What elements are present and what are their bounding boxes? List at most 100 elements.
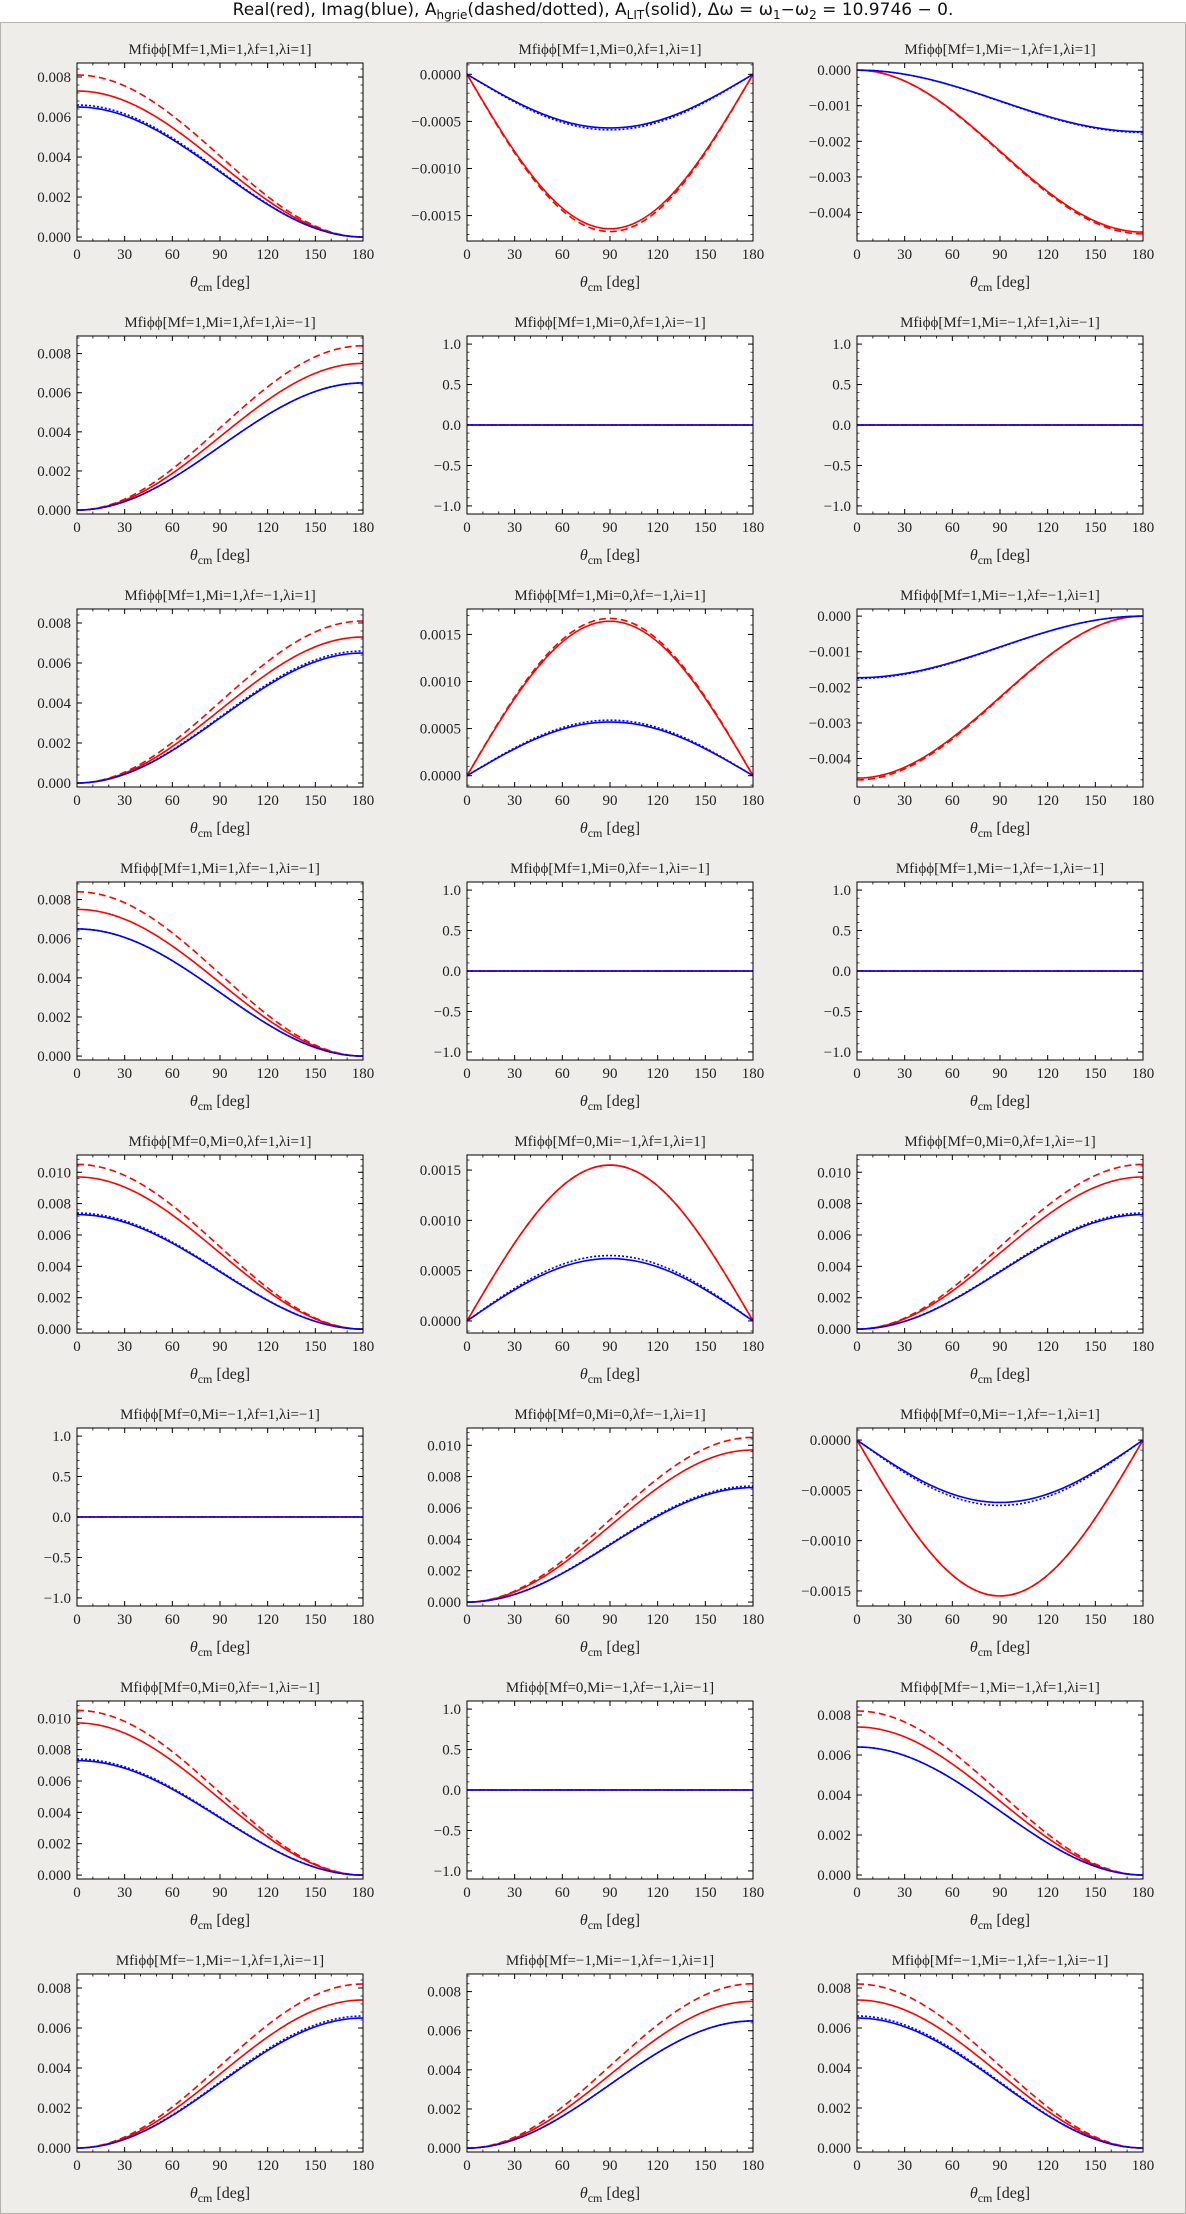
plot-area: [857, 1428, 1143, 1606]
panel-title: Mfiϕϕ[Mf=1,Mi=−1,λf=−1,λi=−1]: [896, 861, 1104, 877]
x-tick-label: 0: [463, 247, 471, 263]
chart-panel: Mfiϕϕ[Mf=−1,Mi=−1,λf=−1,λi=−1] 0 30 60 90 120…: [817, 1953, 1154, 2205]
x-axis-label-symbol: θ: [190, 2185, 198, 2202]
plot-frame: [466, 1427, 754, 1607]
panel-title: Mfiϕϕ[Mf=1,Mi=0,λf=1,λi=−1]: [514, 315, 705, 331]
panel-title: Mfiϕϕ[Mf=1,Mi=0,λf=−1,λi=−1]: [510, 861, 710, 877]
x-axis-label: θcm [deg]: [580, 1093, 640, 1113]
x-axis-label-unit: [deg]: [992, 1639, 1030, 1656]
y-tick-label: −0.0015: [411, 209, 461, 225]
y-tick-label: 0.006: [817, 1748, 851, 1764]
x-tick-label: 30: [507, 1612, 522, 1628]
x-tick-label: 0: [463, 793, 471, 809]
x-tick-label: 30: [117, 793, 132, 809]
y-tick-label: 1.0: [442, 1702, 461, 1718]
x-tick-label: 120: [256, 793, 279, 809]
x-tick-label: 90: [993, 2158, 1008, 2174]
x-axis-label: θcm [deg]: [970, 2185, 1030, 2205]
x-tick-label: 30: [117, 1339, 132, 1355]
x-tick-label: 60: [555, 520, 570, 536]
chart-panel: Mfiϕϕ[Mf=1,Mi=1,λf=1,λi=−1] 0 30 60 90 120 150…: [37, 315, 374, 567]
x-axis-label-subscript: cm: [588, 826, 603, 840]
x-tick-label: 30: [507, 1885, 522, 1901]
y-tick-label: 0.000: [37, 1322, 71, 1338]
x-axis-label-subscript: cm: [588, 2191, 603, 2205]
x-axis-label: θcm [deg]: [580, 1912, 640, 1932]
x-tick-label: 150: [304, 2158, 327, 2174]
series-imag-LIT: [76, 1213, 364, 1330]
x-tick-label: 90: [213, 1066, 228, 1082]
y-tick-label: 0.004: [817, 1788, 851, 1804]
figure-title-part-3: (dashed/dotted), A: [467, 0, 627, 20]
plot-frame: [466, 881, 754, 1061]
y-tick-label: 0.002: [817, 1291, 851, 1307]
x-axis-label-symbol: θ: [580, 1366, 588, 1383]
series-imag-LIT: [856, 1746, 1144, 1876]
y-tick-label: 0.000: [37, 776, 71, 792]
x-axis-label-unit: [deg]: [212, 820, 250, 837]
series-real-hgrie: [76, 344, 364, 511]
x-axis-label-unit: [deg]: [212, 1093, 250, 1110]
x-axis-label-subscript: cm: [978, 826, 993, 840]
x-axis-label-subscript: cm: [978, 1099, 993, 1113]
plot-frame: [76, 1427, 364, 1607]
panel-title: Mfiϕϕ[Mf=1,Mi=−1,λf=−1,λi=1]: [900, 588, 1100, 604]
x-tick-label: 180: [742, 1612, 765, 1628]
y-tick-label: 0.000: [817, 1322, 851, 1338]
series-real-LIT: [466, 73, 754, 230]
x-axis-label: θcm [deg]: [190, 2185, 250, 2205]
x-tick-label: 120: [646, 1885, 669, 1901]
x-axis-label-symbol: θ: [190, 1093, 198, 1110]
y-tick-label: 0.002: [427, 2102, 461, 2118]
x-axis-label-symbol: θ: [580, 1639, 588, 1656]
x-axis-label: θcm [deg]: [970, 1912, 1030, 1932]
x-axis-label-unit: [deg]: [602, 820, 640, 837]
x-tick-label: 60: [165, 2158, 180, 2174]
series-real-LIT: [76, 1176, 364, 1330]
plot-frame: [856, 62, 1144, 242]
x-tick-label: 120: [256, 2158, 279, 2174]
chart-panel: Mfiϕϕ[Mf=0,Mi=0,λf=1,λi=−1] 0 30 60 90 120 150…: [817, 1134, 1154, 1386]
y-tick-label: 0.000: [37, 230, 71, 246]
x-tick-label: 30: [507, 793, 522, 809]
x-tick-label: 90: [603, 1339, 618, 1355]
x-tick-label: 30: [117, 1066, 132, 1082]
x-tick-label: 90: [603, 247, 618, 263]
y-tick-label: 0.002: [37, 1291, 71, 1307]
y-tick-label: 0.002: [37, 736, 71, 752]
plot-frame: [856, 881, 1144, 1061]
x-tick-label: 180: [1132, 520, 1155, 536]
x-axis-label: θcm [deg]: [190, 1639, 250, 1659]
x-axis-label: θcm [deg]: [970, 547, 1030, 567]
x-tick-label: 90: [993, 1339, 1008, 1355]
chart-panel: Mfiϕϕ[Mf=1,Mi=0,λf=−1,λi=−1] 0 30 60 90 120 15…: [434, 861, 764, 1113]
x-axis-label-subscript: cm: [978, 1372, 993, 1386]
series-real-LIT: [856, 615, 1144, 779]
x-axis-label: θcm [deg]: [580, 1639, 640, 1659]
x-tick-label: 0: [73, 1885, 81, 1901]
y-tick-label: 0.0: [52, 1510, 71, 1526]
x-tick-label: 30: [897, 1612, 912, 1628]
x-tick-label: 0: [853, 1885, 861, 1901]
chart-panel: Mfiϕϕ[Mf=0,Mi=0,λf=−1,λi=1] 0 30 60 90 120 150…: [427, 1407, 764, 1659]
x-tick-label: 0: [853, 2158, 861, 2174]
plot-area: [857, 1701, 1143, 1879]
chart-panel: Mfiϕϕ[Mf=1,Mi=1,λf=1,λi=1] 0 30 60 90 120 150 1…: [37, 42, 374, 294]
panel-title: Mfiϕϕ[Mf=1,Mi=0,λf=1,λi=1]: [519, 42, 702, 58]
panel-grid: Mfiϕϕ[Mf=1,Mi=1,λf=1,λi=1] 0 30 60 90 120 150 1…: [37, 42, 1154, 2205]
plot-frame: [466, 62, 754, 242]
x-axis-label-unit: [deg]: [212, 2185, 250, 2202]
series-imag-LIT: [466, 73, 754, 129]
x-tick-label: 150: [304, 247, 327, 263]
plot-frame: [76, 335, 364, 515]
y-tick-label: 0.5: [832, 378, 851, 394]
y-tick-label: −1.0: [434, 1045, 461, 1061]
x-tick-label: 90: [993, 1066, 1008, 1082]
x-axis-label-symbol: θ: [580, 820, 588, 837]
panel-title: Mfiϕϕ[Mf=0,Mi=0,λf=−1,λi=1]: [514, 1407, 705, 1423]
series-imag-LIT: [466, 1257, 754, 1322]
y-tick-label: 0.008: [37, 1197, 71, 1213]
x-tick-label: 180: [742, 247, 765, 263]
y-tick-label: 0.006: [817, 1228, 851, 1244]
x-tick-label: 30: [117, 2158, 132, 2174]
